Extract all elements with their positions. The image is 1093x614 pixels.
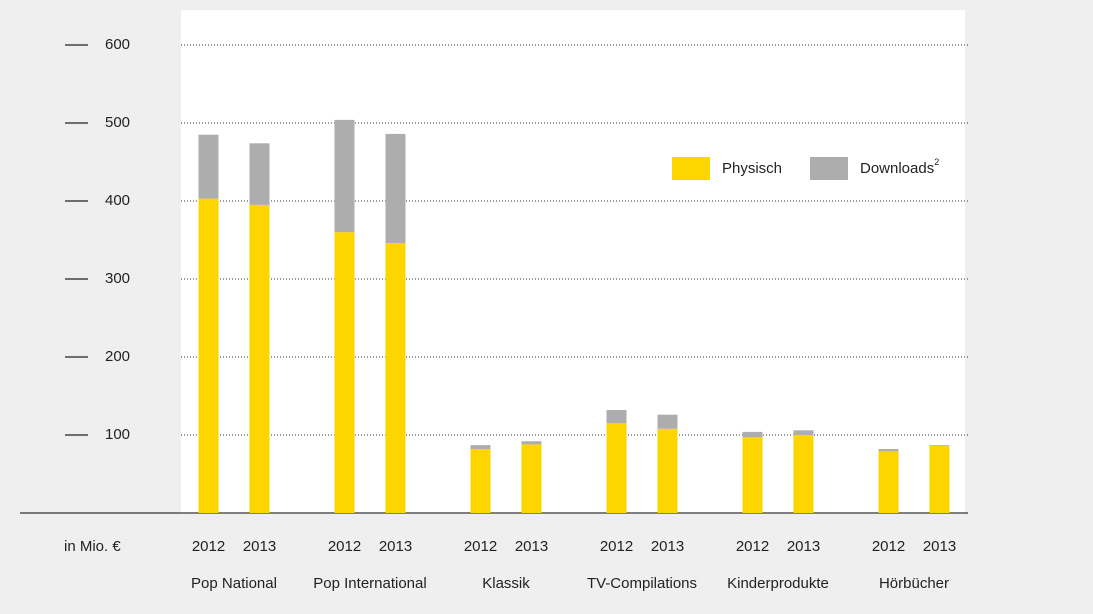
bar: [385, 243, 406, 513]
bar: [793, 435, 814, 513]
x-tick-label: 2013: [379, 538, 412, 555]
bar: [470, 449, 491, 513]
bar: [249, 204, 270, 513]
y-tick-label: 300: [105, 270, 130, 287]
bar: [878, 451, 899, 513]
y-tick-label: 500: [105, 114, 130, 131]
bar: [929, 445, 950, 513]
bar: [470, 445, 491, 450]
x-tick-label: 2012: [872, 538, 905, 555]
legend-name: Downloads: [860, 160, 934, 177]
x-tick-label: 2013: [651, 538, 684, 555]
bar: [657, 414, 678, 429]
bar: [742, 437, 763, 513]
bar: [742, 431, 763, 438]
bar: [334, 119, 355, 233]
bar: [249, 143, 270, 205]
x-tick-label: 2013: [243, 538, 276, 555]
legend-name: Physisch: [722, 160, 782, 177]
bar: [929, 445, 950, 446]
x-tick-label: 2012: [736, 538, 769, 555]
x-tick-label: 2013: [923, 538, 956, 555]
group-label: Pop International: [313, 575, 426, 592]
y-tick-label: 600: [105, 36, 130, 53]
group-label: Kinderprodukte: [727, 575, 829, 592]
bar: [198, 198, 219, 513]
x-tick-label: 2012: [464, 538, 497, 555]
bar: [606, 410, 627, 424]
y-tick-label: 400: [105, 192, 130, 209]
legend-footnote: 2: [934, 157, 939, 167]
y-tick-label: 200: [105, 348, 130, 365]
bar: [657, 428, 678, 513]
y-tick-label: 100: [105, 426, 130, 443]
bar: [878, 449, 899, 452]
bar: [334, 232, 355, 513]
bar: [385, 133, 406, 244]
x-tick-label: 2012: [328, 538, 361, 555]
bar: [521, 441, 542, 445]
bar: [198, 134, 219, 199]
x-tick-label: 2012: [192, 538, 225, 555]
bar: [521, 444, 542, 513]
axis-label: in Mio. €: [64, 538, 121, 555]
legend-label: Physisch: [722, 160, 782, 177]
group-label: Pop National: [191, 575, 277, 592]
x-tick-label: 2013: [787, 538, 820, 555]
plot-area: [181, 10, 965, 514]
x-tick-label: 2013: [515, 538, 548, 555]
x-tick-label: 2012: [600, 538, 633, 555]
legend-swatch: [810, 157, 848, 180]
group-label: Klassik: [482, 575, 530, 592]
group-label: Hörbücher: [879, 575, 949, 592]
legend-label: Downloads2: [860, 157, 939, 177]
bar: [793, 430, 814, 435]
group-label: TV-Compilations: [587, 575, 697, 592]
legend-swatch: [672, 157, 710, 180]
bar: [606, 423, 627, 513]
